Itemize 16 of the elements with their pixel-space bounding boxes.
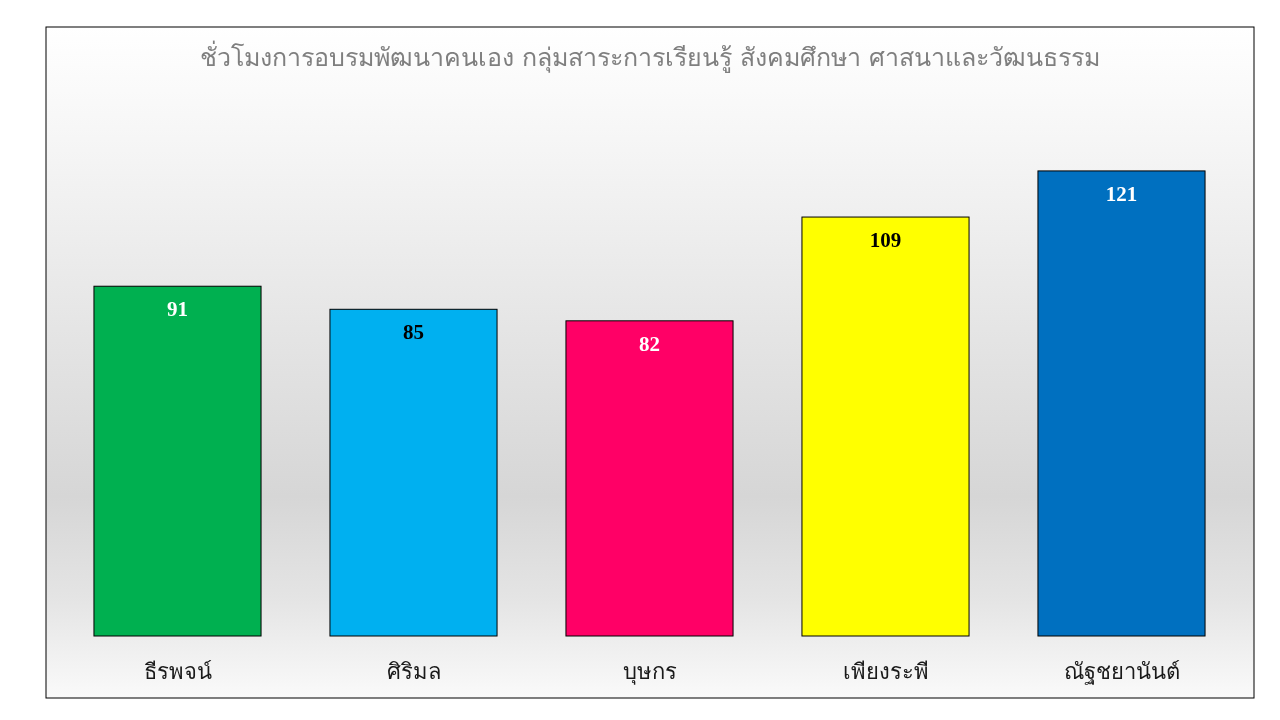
x-tick-label: ณัฐชยานันต์ — [1063, 659, 1180, 685]
bar — [1037, 170, 1206, 637]
chart-title: ชั่วโมงการอบรมพัฒนาคนเอง กลุ่มสาระการเรียนรู้ สังคมศึกษา ศาสนาและวัฒนธรรม — [200, 40, 1100, 73]
x-tick-label: เพียงระพี — [842, 659, 929, 684]
data-label: 82 — [639, 331, 660, 356]
bar — [801, 216, 970, 637]
data-label: 91 — [167, 297, 188, 322]
x-tick-label: ศิริมล — [386, 659, 441, 684]
data-label: 85 — [403, 320, 424, 345]
bar — [93, 285, 262, 637]
x-tick-label: บุษกร — [622, 659, 677, 685]
bar — [329, 308, 498, 637]
bar — [565, 320, 734, 637]
data-label: 109 — [869, 228, 902, 253]
x-tick-label: ธีรพจน์ — [143, 659, 212, 684]
data-label: 121 — [1105, 181, 1138, 206]
